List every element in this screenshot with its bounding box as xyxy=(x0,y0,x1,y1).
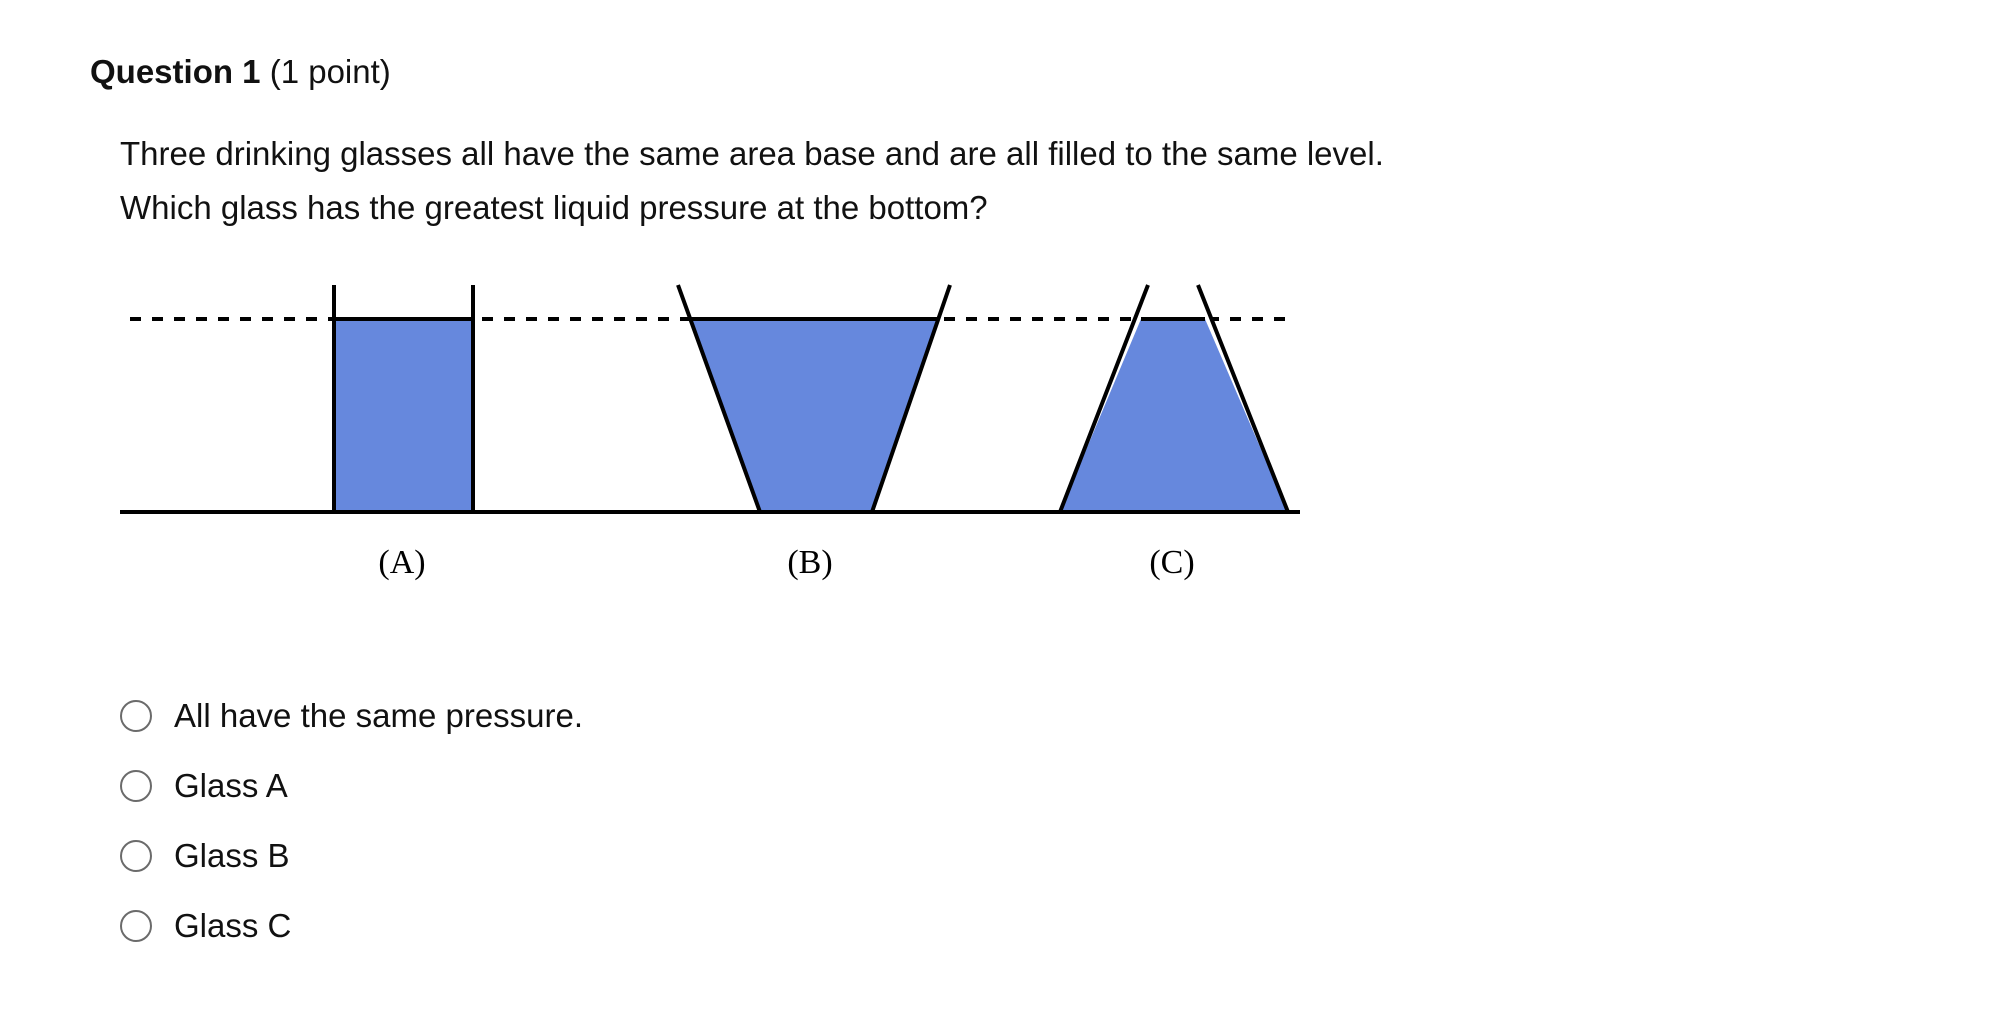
svg-text:(B): (B) xyxy=(787,544,832,581)
svg-text:(C): (C) xyxy=(1149,544,1194,581)
question-points-value: (1 point) xyxy=(270,53,391,90)
glasses-svg: (A) (B) (C) xyxy=(120,257,1300,602)
question-header: Question 1 (1 point) xyxy=(90,50,1922,95)
option-label: All have the same pressure. xyxy=(174,697,583,735)
radio-icon[interactable] xyxy=(120,700,152,732)
prompt-line-1: Three drinking glasses all have the same… xyxy=(120,127,1922,181)
prompt-line-2: Which glass has the greatest liquid pres… xyxy=(120,181,1922,235)
option-label: Glass B xyxy=(174,837,290,875)
question-page: Question 1 (1 point) Three drinking glas… xyxy=(0,0,2012,1014)
option-label: Glass A xyxy=(174,767,288,805)
question-body: Three drinking glasses all have the same… xyxy=(90,127,1922,946)
option-row-same[interactable]: All have the same pressure. xyxy=(120,697,1922,735)
radio-icon[interactable] xyxy=(120,840,152,872)
svg-text:(A): (A) xyxy=(378,544,425,581)
glasses-diagram: (A) (B) (C) xyxy=(120,257,1922,607)
option-row-a[interactable]: Glass A xyxy=(120,767,1922,805)
option-row-b[interactable]: Glass B xyxy=(120,837,1922,875)
radio-icon[interactable] xyxy=(120,770,152,802)
question-prompt: Three drinking glasses all have the same… xyxy=(120,127,1922,236)
answer-options: All have the same pressure. Glass A Glas… xyxy=(120,697,1922,945)
radio-icon[interactable] xyxy=(120,910,152,942)
option-row-c[interactable]: Glass C xyxy=(120,907,1922,945)
option-label: Glass C xyxy=(174,907,291,945)
question-number: Question 1 xyxy=(90,53,261,90)
